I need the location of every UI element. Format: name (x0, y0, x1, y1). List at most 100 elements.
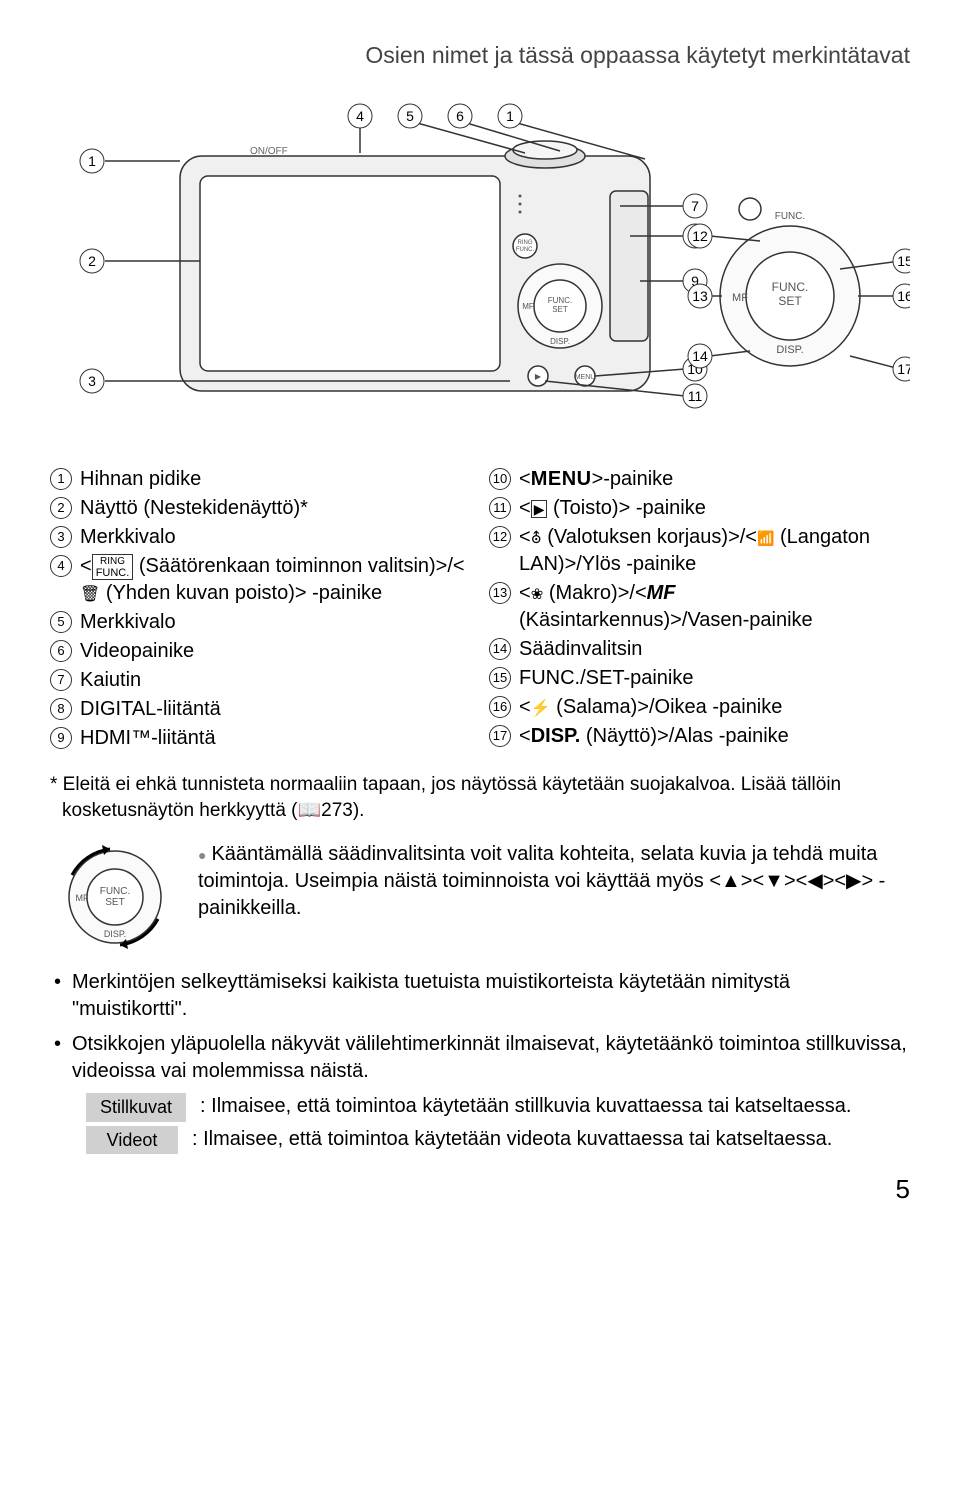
parts-item-text: HDMI™-liitäntä (80, 725, 471, 752)
camera-diagram: ON/OFF FUNC. SET DISP. MF RING FUNC. ▶ M… (50, 101, 910, 441)
parts-item-text: FUNC./SET-painike (519, 665, 910, 692)
svg-text:FUNC.: FUNC. (775, 211, 806, 222)
svg-text:14: 14 (692, 348, 708, 364)
parts-item-text: Merkkivalo (80, 524, 471, 551)
parts-item-text: < (Salama)>/Oikea -painike (519, 694, 910, 721)
parts-item: 6 Videopainike (50, 638, 471, 665)
svg-text:MF: MF (732, 292, 748, 304)
bullet-item: Otsikkojen yläpuolella näkyvät välilehti… (50, 1031, 910, 1085)
parts-item-number: 12 (489, 526, 511, 548)
parts-item: 2 Näyttö (Nestekidenäyttö)* (50, 495, 471, 522)
svg-text:5: 5 (406, 108, 414, 124)
mode-row: Videot : Ilmaisee, että toimintoa käytetä… (86, 1126, 910, 1154)
svg-text:FUNC.: FUNC. (516, 247, 535, 253)
bullet-item: Merkintöjen selkeyttämiseksi kaikista tu… (50, 969, 910, 1023)
svg-text:DISP.: DISP. (776, 344, 803, 356)
parts-item-text: < (Makro)>/<MF (Käsintarkennus)>/Vasen-p… (519, 580, 910, 634)
svg-text:3: 3 (88, 373, 96, 389)
parts-item-text: Merkkivalo (80, 609, 471, 636)
parts-item: 11 < (Toisto)> -painike (489, 495, 910, 522)
parts-item-text: <DISP. (Näyttö)>/Alas -painike (519, 723, 910, 750)
bullet-list: Merkintöjen selkeyttämiseksi kaikista tu… (50, 969, 910, 1085)
parts-item-number: 1 (50, 468, 72, 490)
parts-item-text: Näyttö (Nestekidenäyttö)* (80, 495, 471, 522)
parts-item-number: 3 (50, 526, 72, 548)
parts-item: 16 < (Salama)>/Oikea -painike (489, 694, 910, 721)
page-section-title: Osien nimet ja tässä oppaassa käytetyt m… (50, 40, 910, 71)
svg-text:2: 2 (88, 253, 96, 269)
parts-item: 13 < (Makro)>/<MF (Käsintarkennus)>/Vasen… (489, 580, 910, 634)
parts-item: 9 HDMI™-liitäntä (50, 725, 471, 752)
svg-text:DISP.: DISP. (104, 929, 126, 939)
parts-item: 14 Säädinvalitsin (489, 636, 910, 663)
parts-item-number: 4 (50, 555, 72, 577)
parts-item-text: <MENU>-painike (519, 466, 910, 493)
parts-item-number: 17 (489, 725, 511, 747)
svg-text:FUNC.: FUNC. (772, 280, 809, 294)
svg-text:13: 13 (692, 288, 708, 304)
svg-text:11: 11 (688, 388, 703, 404)
mode-chip: Stillkuvat (86, 1093, 186, 1121)
page-number: 5 (50, 1172, 910, 1207)
parts-item-number: 9 (50, 727, 72, 749)
svg-text:FUNC.: FUNC. (100, 886, 131, 897)
svg-text:17: 17 (897, 361, 910, 377)
parts-item-number: 11 (489, 497, 511, 519)
parts-item-number: 6 (50, 640, 72, 662)
svg-text:4: 4 (356, 108, 364, 124)
parts-item-number: 2 (50, 497, 72, 519)
parts-item: 10 <MENU>-painike (489, 466, 910, 493)
parts-item-text: < (Toisto)> -painike (519, 495, 910, 522)
parts-item: 17 <DISP. (Näyttö)>/Alas -painike (489, 723, 910, 750)
svg-text:15: 15 (897, 253, 910, 269)
parts-item: 1Hihnan pidike (50, 466, 471, 493)
svg-text:12: 12 (692, 228, 708, 244)
parts-item: 5 Merkkivalo (50, 609, 471, 636)
parts-item-text: Säädinvalitsin (519, 636, 910, 663)
parts-item-number: 5 (50, 611, 72, 633)
parts-item: 4 <RINGFUNC. (Säätörenkaan toiminnon vali… (50, 553, 471, 607)
svg-text:ON/OFF: ON/OFF (250, 146, 288, 157)
svg-text:DISP.: DISP. (550, 337, 570, 346)
parts-item-number: 8 (50, 698, 72, 720)
svg-text:RING: RING (518, 240, 533, 246)
parts-item-number: 15 (489, 667, 511, 689)
parts-item: 12 < (Valotuksen korjaus)>/< (Langaton LA… (489, 524, 910, 578)
svg-text:6: 6 (456, 108, 464, 124)
svg-text:MENU: MENU (575, 374, 596, 381)
parts-item: 3 Merkkivalo (50, 524, 471, 551)
footnote: * Eleitä ei ehkä tunnisteta normaaliin t… (50, 772, 910, 823)
svg-text:FUNC.: FUNC. (548, 296, 572, 305)
parts-item-text: Videopainike (80, 638, 471, 665)
svg-text:SET: SET (105, 897, 124, 908)
mode-row: Stillkuvat : Ilmaisee, että toimintoa käy… (86, 1093, 910, 1121)
svg-text:MF: MF (76, 893, 89, 903)
parts-item-number: 13 (489, 582, 511, 604)
parts-item-number: 14 (489, 638, 511, 660)
dial-icon: FUNC. SET DISP. MF (50, 837, 180, 957)
mode-chip: Videot (86, 1126, 178, 1154)
parts-item-number: 16 (489, 696, 511, 718)
parts-item-text: <RINGFUNC. (Säätörenkaan toiminnon valit… (80, 553, 471, 607)
mode-desc: : Ilmaisee, että toimintoa käytetään sti… (200, 1093, 910, 1120)
svg-text:7: 7 (691, 198, 699, 214)
dial-explain-text: Kääntämällä säädinvalitsinta voit valita… (198, 837, 910, 922)
svg-text:1: 1 (88, 153, 96, 169)
dial-explain-row: FUNC. SET DISP. MF Kääntämällä säädinval… (50, 837, 910, 957)
parts-list: 1Hihnan pidike 2 Näyttö (Nestekidenäyttö)*… (50, 466, 910, 754)
mode-desc: : Ilmaisee, että toimintoa käytetään vid… (192, 1126, 910, 1153)
parts-item: 8 DIGITAL-liitäntä (50, 696, 471, 723)
parts-item: 7 Kaiutin (50, 667, 471, 694)
svg-text:▶: ▶ (535, 372, 542, 381)
svg-text:16: 16 (897, 288, 910, 304)
svg-text:SET: SET (552, 305, 568, 314)
svg-text:1: 1 (506, 108, 514, 124)
parts-item-number: 7 (50, 669, 72, 691)
svg-text:MF: MF (522, 302, 534, 311)
parts-item-text: Kaiutin (80, 667, 471, 694)
svg-text:SET: SET (778, 294, 802, 308)
parts-item: 15 FUNC./SET-painike (489, 665, 910, 692)
parts-item-text: DIGITAL-liitäntä (80, 696, 471, 723)
parts-item-text: < (Valotuksen korjaus)>/< (Langaton LAN)… (519, 524, 910, 578)
parts-item-number: 10 (489, 468, 511, 490)
